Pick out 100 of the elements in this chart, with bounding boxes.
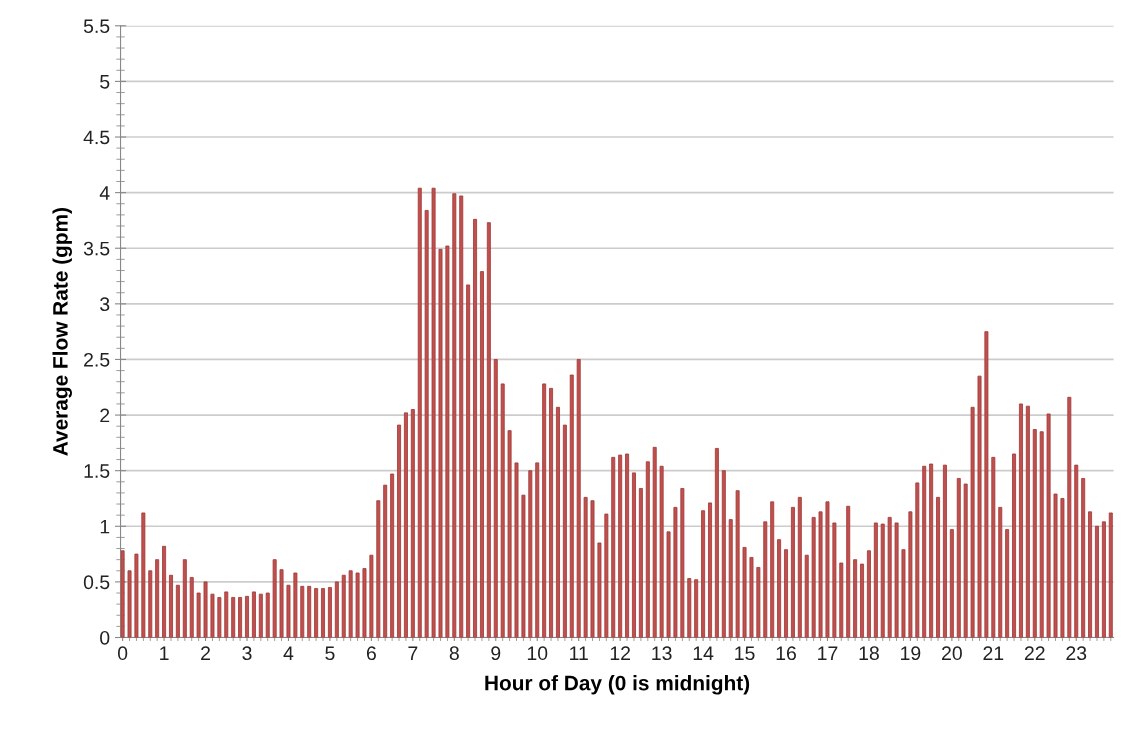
bar <box>500 383 505 638</box>
bar <box>832 522 837 638</box>
bar <box>839 562 844 638</box>
bar <box>231 597 236 638</box>
bar <box>507 430 512 638</box>
bar <box>376 500 381 638</box>
bar <box>127 570 132 638</box>
x-tick-label: 5 <box>325 646 335 661</box>
bar <box>155 559 160 638</box>
y-tick-label: 3 <box>100 297 110 312</box>
bar <box>314 588 319 638</box>
bar <box>860 563 864 638</box>
bar <box>542 383 547 638</box>
bar <box>998 506 1003 638</box>
bar <box>942 464 947 638</box>
x-tick-label: 19 <box>901 646 921 661</box>
bar <box>742 547 747 638</box>
bar <box>120 550 125 638</box>
bar <box>141 512 146 638</box>
y-tick-label: 1 <box>100 519 110 534</box>
bar <box>963 483 968 638</box>
bar <box>182 559 187 638</box>
bar <box>383 484 388 638</box>
bar <box>618 454 623 638</box>
bar <box>390 473 395 638</box>
bar <box>922 465 927 638</box>
x-tick-label: 13 <box>652 646 672 661</box>
bar <box>355 572 360 638</box>
bar <box>397 424 402 638</box>
bar <box>417 187 422 638</box>
bar <box>334 581 339 638</box>
bar <box>431 187 436 638</box>
bar <box>362 568 367 638</box>
x-tick-label: 16 <box>776 646 796 661</box>
bar <box>217 597 222 638</box>
x-tick-label: 6 <box>366 646 376 661</box>
bar <box>735 490 740 638</box>
bar <box>272 559 277 638</box>
bar <box>424 210 429 638</box>
bar <box>169 574 173 638</box>
y-axis-title: Average Flow Rate (gpm) <box>52 208 72 456</box>
bar <box>694 579 699 638</box>
bar <box>597 542 602 638</box>
bar <box>645 461 650 638</box>
x-tick-label: 1 <box>160 646 169 660</box>
bar <box>687 578 692 638</box>
bar <box>866 550 871 638</box>
bar <box>1032 429 1037 638</box>
bar <box>638 488 643 638</box>
x-tick-label: 9 <box>491 646 501 661</box>
bar <box>148 570 153 638</box>
bar <box>327 587 332 638</box>
bar <box>459 195 464 638</box>
bar <box>341 574 346 638</box>
bar <box>728 519 733 638</box>
y-tick-label: 4 <box>99 186 110 200</box>
bar <box>445 245 450 638</box>
bar <box>224 591 229 638</box>
bar <box>369 554 374 638</box>
bar <box>549 387 554 638</box>
bar <box>929 463 934 638</box>
bar <box>777 539 782 638</box>
bar <box>611 456 616 638</box>
bar <box>265 592 270 638</box>
bar <box>286 584 291 638</box>
bar <box>452 193 457 638</box>
bar <box>590 500 595 638</box>
bar <box>652 446 657 638</box>
bar <box>901 549 906 638</box>
bar <box>1019 403 1023 638</box>
bar <box>486 222 491 638</box>
bar <box>576 359 581 638</box>
bar <box>245 595 249 638</box>
y-tick-label: 5.5 <box>83 19 110 34</box>
bar <box>1005 529 1010 638</box>
y-tick-label: 4.5 <box>83 130 110 145</box>
bar <box>1060 498 1065 638</box>
bar <box>410 409 415 638</box>
bar <box>1074 464 1079 638</box>
bar <box>894 522 899 638</box>
x-tick-label: 11 <box>570 646 588 660</box>
bar <box>238 597 243 638</box>
bar <box>189 577 194 638</box>
y-tick-label: 5 <box>100 75 110 89</box>
bar <box>887 516 892 638</box>
bar <box>790 506 795 638</box>
bar <box>811 516 816 638</box>
bar <box>279 569 284 638</box>
bar <box>134 553 139 638</box>
x-tick-label: 21 <box>983 646 1004 660</box>
bar <box>348 570 353 638</box>
bar <box>631 472 636 638</box>
bar <box>307 585 312 638</box>
x-tick-label: 2 <box>201 646 210 660</box>
x-tick-label: 4 <box>283 646 294 660</box>
bar <box>514 462 519 638</box>
bar <box>915 482 920 638</box>
bar <box>210 593 215 638</box>
bar <box>438 248 443 638</box>
bar <box>473 218 478 638</box>
